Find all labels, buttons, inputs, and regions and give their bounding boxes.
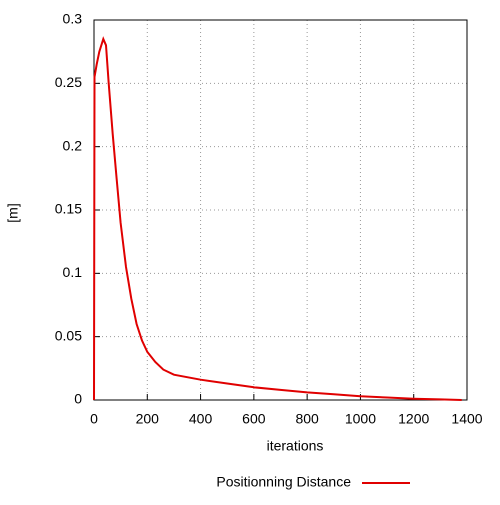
x-tick-label: 1000 bbox=[345, 411, 376, 427]
y-tick-label: 0.25 bbox=[55, 74, 82, 90]
x-tick-label: 0 bbox=[90, 411, 98, 427]
y-tick-label: 0.2 bbox=[63, 137, 83, 153]
y-tick-label: 0 bbox=[74, 391, 82, 407]
y-axis-label: [m] bbox=[5, 203, 21, 222]
y-tick-label: 0.15 bbox=[55, 201, 82, 217]
y-tick-label: 0.05 bbox=[55, 327, 82, 343]
legend-label: Positionning Distance bbox=[216, 474, 351, 490]
plot-frame bbox=[93, 19, 468, 401]
y-tick-label: 0.3 bbox=[63, 11, 83, 27]
data-line bbox=[93, 36, 462, 401]
x-tick-label: 1200 bbox=[398, 411, 429, 427]
x-tick-label: 800 bbox=[295, 411, 319, 427]
x-axis-label: iterations bbox=[267, 438, 324, 454]
x-tick-label: 1400 bbox=[451, 411, 482, 427]
x-tick-label: 200 bbox=[136, 411, 160, 427]
y-tick-label: 0.1 bbox=[63, 264, 83, 280]
x-tick-label: 400 bbox=[189, 411, 213, 427]
x-tick-label: 600 bbox=[242, 411, 266, 427]
